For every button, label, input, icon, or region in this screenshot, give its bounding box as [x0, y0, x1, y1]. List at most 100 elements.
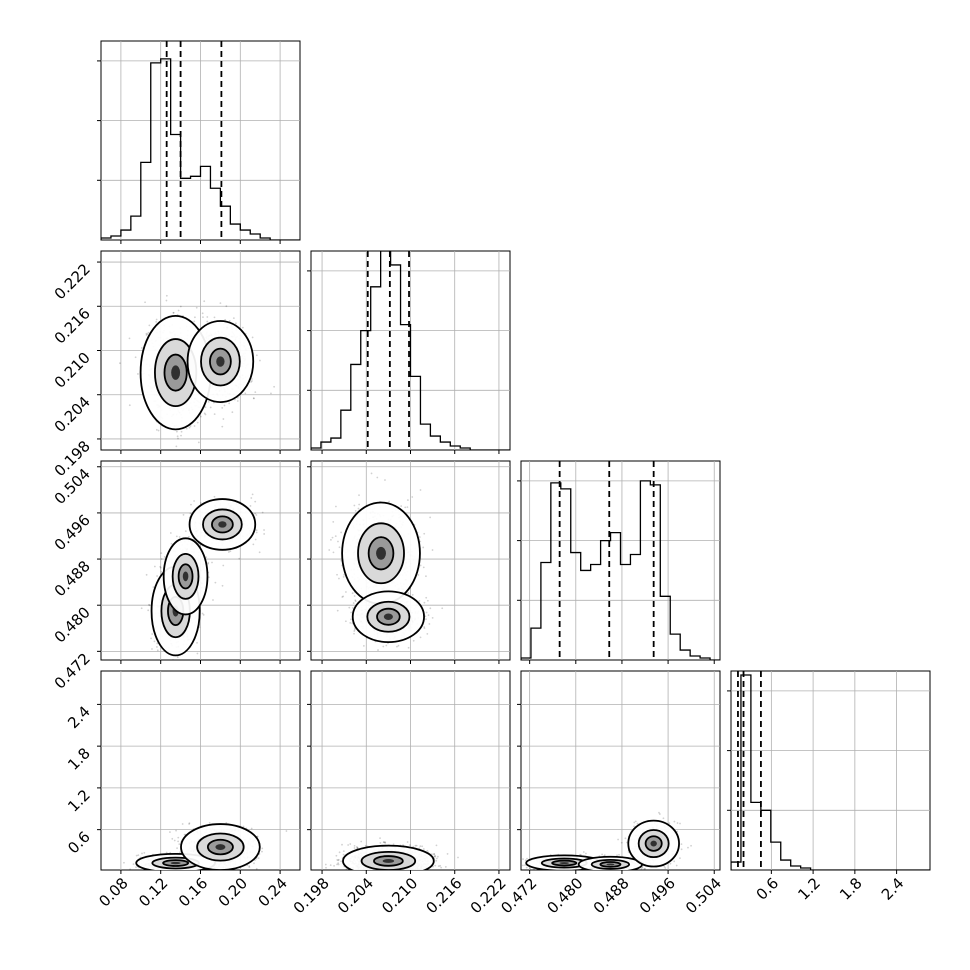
- sample-point: [184, 530, 187, 533]
- sample-point: [249, 505, 252, 507]
- sample-point: [228, 402, 231, 405]
- sample-point: [219, 302, 222, 305]
- sample-point: [128, 337, 131, 340]
- sample-point: [255, 514, 258, 516]
- sample-point: [332, 520, 335, 523]
- sample-point: [251, 336, 254, 339]
- sample-point: [254, 512, 257, 515]
- sample-point: [153, 565, 156, 568]
- sample-point: [358, 494, 360, 497]
- sample-point: [155, 320, 158, 323]
- sample-point: [156, 575, 158, 577]
- sample-point: [352, 607, 354, 609]
- sample-point: [221, 407, 224, 409]
- sample-point: [244, 392, 247, 395]
- sample-point: [425, 611, 428, 614]
- sample-point: [418, 599, 421, 602]
- sample-point: [170, 542, 173, 545]
- histogram-step: [101, 58, 300, 240]
- sample-point: [385, 644, 388, 647]
- sample-point: [353, 504, 356, 507]
- sample-point: [425, 596, 428, 599]
- sample-point: [263, 529, 265, 531]
- sample-point: [350, 618, 352, 621]
- sample-point: [202, 316, 204, 319]
- sample-point: [145, 332, 148, 335]
- sample-point: [423, 601, 426, 604]
- panel-frame: [730, 670, 931, 871]
- sample-point: [140, 347, 143, 349]
- sample-point: [136, 373, 139, 375]
- sample-point: [151, 648, 153, 650]
- sample-point: [207, 576, 210, 579]
- sample-point: [341, 596, 344, 598]
- sample-point: [330, 538, 332, 541]
- sample-point: [331, 536, 334, 539]
- sample-point: [153, 640, 156, 643]
- sample-point: [193, 500, 195, 502]
- contour-line-1: [376, 607, 401, 626]
- sample-point: [422, 566, 425, 569]
- sample-point: [263, 533, 266, 535]
- sample-point: [238, 557, 241, 560]
- sample-point: [342, 595, 345, 598]
- sample-point: [358, 503, 361, 506]
- sample-point: [338, 546, 341, 549]
- sample-point: [156, 649, 159, 652]
- sample-point: [252, 397, 255, 400]
- sample-point: [417, 574, 420, 576]
- sample-point: [148, 604, 151, 607]
- sample-point: [182, 513, 185, 516]
- density-core: [182, 571, 189, 582]
- contour-line-0: [163, 353, 188, 392]
- sample-point: [336, 609, 339, 612]
- sample-point: [353, 595, 356, 597]
- sample-point: [188, 426, 191, 429]
- sample-point: [354, 509, 357, 512]
- sample-point: [175, 430, 178, 433]
- sample-point: [250, 381, 252, 383]
- sample-point: [400, 505, 403, 507]
- sample-point: [185, 427, 188, 430]
- sample-point: [165, 299, 168, 302]
- sample-point: [343, 573, 345, 576]
- sample-point: [232, 317, 235, 320]
- sample-point: [426, 599, 429, 602]
- sample-point: [222, 418, 225, 420]
- contour-line-2: [188, 498, 257, 551]
- sample-point: [251, 493, 254, 496]
- density-core: [171, 365, 181, 380]
- sample-point: [251, 380, 253, 382]
- sample-point: [196, 421, 199, 424]
- sample-point: [205, 556, 208, 559]
- sample-point: [135, 866, 137, 869]
- sample-point: [404, 506, 407, 509]
- sample-point: [147, 609, 150, 612]
- sample-point: [157, 429, 160, 432]
- sample-point: [258, 551, 261, 554]
- sample-point: [207, 561, 210, 564]
- sample-point: [252, 543, 255, 546]
- sample-point: [255, 354, 258, 357]
- sample-point: [228, 320, 231, 322]
- sample-point: [354, 600, 357, 603]
- density-core: [218, 521, 227, 528]
- sample-point: [225, 305, 228, 308]
- sample-point: [189, 425, 192, 427]
- sample-point: [353, 632, 355, 635]
- scatter-panel-3-0: [97, 670, 301, 874]
- sample-point: [406, 506, 409, 509]
- sample-point: [206, 320, 209, 323]
- sample-point: [357, 507, 360, 510]
- sample-point: [345, 591, 347, 593]
- sample-point: [418, 536, 421, 538]
- sample-point: [224, 318, 227, 321]
- sample-point: [426, 632, 429, 635]
- sample-point: [335, 505, 337, 508]
- sample-point: [193, 320, 196, 323]
- sample-point: [231, 411, 234, 414]
- sample-point: [148, 603, 150, 606]
- sample-point: [156, 642, 159, 645]
- sample-point: [422, 546, 425, 549]
